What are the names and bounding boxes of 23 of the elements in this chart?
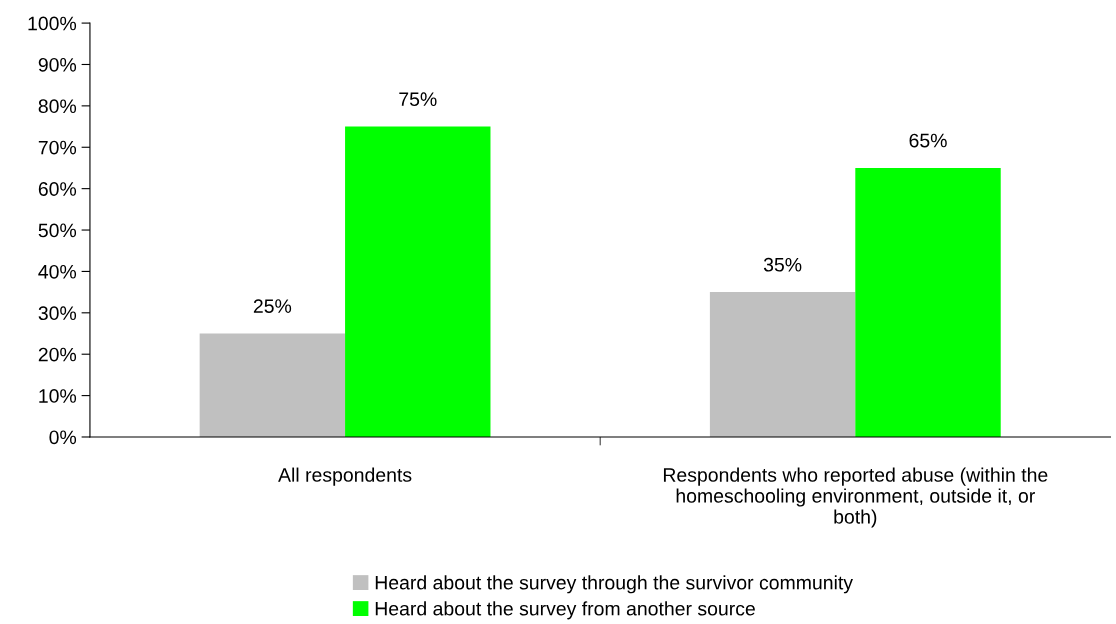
y-tick-label: 90% xyxy=(38,57,77,72)
y-tick-label: 20% xyxy=(38,347,77,362)
data-label: 35% xyxy=(763,257,802,272)
data-label: 65% xyxy=(909,133,947,148)
x-tick-label: Respondents who reported abuse (within the homeschooling environment, outside it, or both) xyxy=(663,467,1048,528)
y-tick-label: 100% xyxy=(28,16,77,31)
data-label: 25% xyxy=(253,299,292,313)
y-tick-label: 50% xyxy=(38,223,77,238)
legend-label: Heard about the survey from another source xyxy=(375,601,755,620)
y-tick-label: 70% xyxy=(38,140,77,155)
y-tick-label: 80% xyxy=(38,99,77,114)
y-tick-label: 10% xyxy=(39,389,77,403)
legend-label: Heard about the survey through the survivor community xyxy=(375,575,853,594)
bar xyxy=(709,292,856,437)
y-tick-label: 40% xyxy=(38,264,77,279)
bar xyxy=(855,167,1001,437)
data-label: 75% xyxy=(399,92,437,107)
y-tick-label: 0% xyxy=(49,430,77,445)
y-tick-label: 30% xyxy=(38,306,77,321)
x-tick-label: All respondents xyxy=(278,467,412,486)
bar xyxy=(199,333,346,437)
bar xyxy=(345,126,491,437)
y-tick-label: 60% xyxy=(38,182,77,196)
